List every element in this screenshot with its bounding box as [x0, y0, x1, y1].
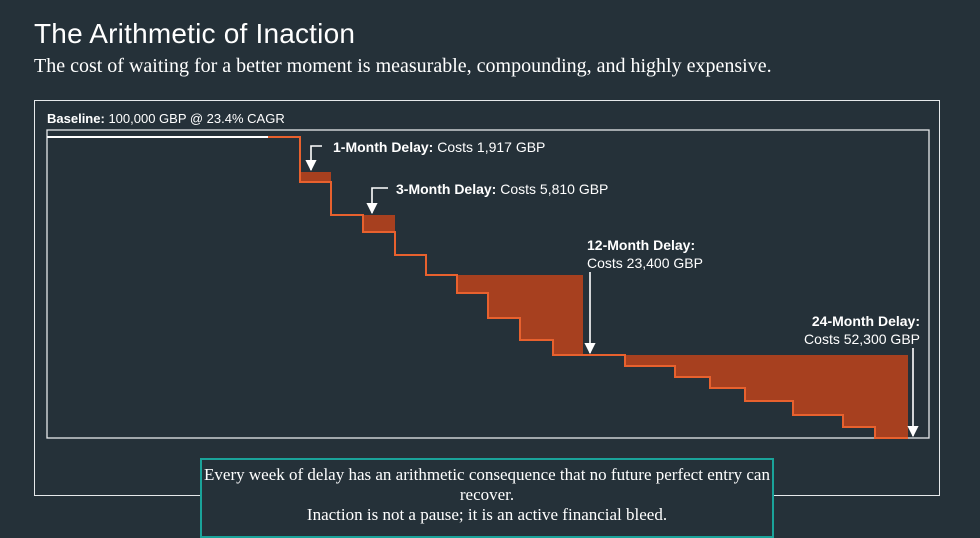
annotation-24-month-label: 24-Month Delay:: [811, 313, 920, 329]
baseline-key: Baseline:: [47, 111, 105, 126]
annotation-1-month: 1-Month Delay: Costs 1,917 GBP: [333, 138, 545, 156]
arrow-3-month: [366, 187, 388, 215]
cost-area-3-month: [363, 215, 395, 232]
annotation-1-month-label: 1-Month Delay:: [333, 139, 434, 155]
callout-line-1: Every week of delay has an arithmetic co…: [204, 465, 770, 504]
arrow-1-month: [305, 145, 322, 172]
annotation-24-month-text: Costs 52,300 GBP: [804, 331, 920, 347]
callout-box: Every week of delay has an arithmetic co…: [200, 458, 774, 538]
annotation-1-month-text: Costs 1,917 GBP: [437, 139, 546, 155]
cost-area-1-month: [300, 172, 331, 182]
annotation-24-month: 24-Month Delay: Costs 52,300 GBP: [780, 312, 920, 348]
annotation-3-month: 3-Month Delay: Costs 5,810 GBP: [396, 180, 608, 198]
plot-frame: [46, 129, 930, 439]
annotation-12-month: 12-Month Delay: Costs 23,400 GBP: [587, 236, 703, 272]
annotation-12-month-label: 12-Month Delay:: [587, 237, 696, 253]
delayed-investment-line: [268, 136, 908, 439]
annotation-3-month-text: Costs 5,810 GBP: [500, 181, 609, 197]
annotation-12-month-text: Costs 23,400 GBP: [587, 255, 703, 271]
page-title: The Arithmetic of Inaction: [34, 18, 356, 49]
callout-line-2: Inaction is not a pause; it is an active…: [306, 505, 668, 524]
page-subtitle: The cost of waiting for a better moment …: [34, 55, 772, 77]
chart: [46, 129, 930, 439]
cost-area-12-month: [457, 275, 583, 355]
annotation-3-month-label: 3-Month Delay:: [396, 181, 497, 197]
baseline-value: 100,000 GBP @ 23.4% CAGR: [108, 111, 285, 126]
baseline-label: Baseline: 100,000 GBP @ 23.4% CAGR: [47, 111, 285, 126]
